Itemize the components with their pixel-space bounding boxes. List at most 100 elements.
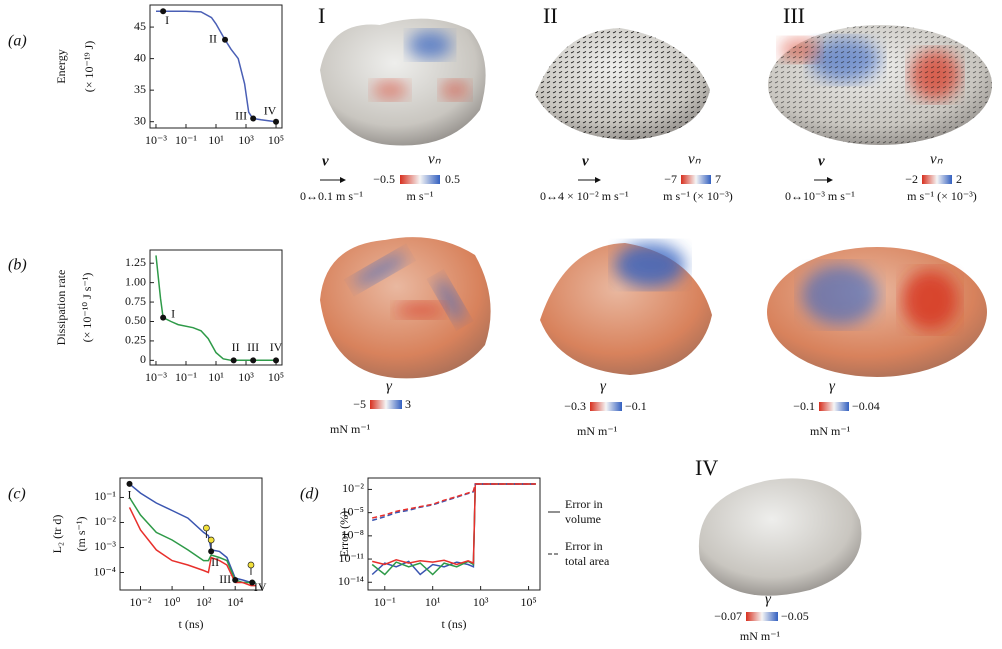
- point-label: II: [211, 555, 219, 569]
- colorbar-unit: mN m⁻¹: [810, 424, 851, 438]
- point: [273, 119, 279, 125]
- y-tick-label: 35: [134, 82, 146, 96]
- x-tick-label: 10⁻³: [145, 133, 167, 147]
- x-tick-label: 10⁻³: [145, 370, 167, 384]
- colorbar-max: −0.04: [852, 399, 880, 413]
- y-tick-label: 0.50: [125, 313, 146, 327]
- y-tick-label: 0.75: [125, 294, 146, 308]
- y-tick-label: 1.00: [125, 274, 146, 288]
- colorbar: [370, 400, 402, 409]
- colorbar-max: 3: [405, 397, 411, 411]
- plot-frame: [120, 478, 262, 590]
- y-tick-label: 1.25: [125, 255, 146, 269]
- y-tick-label: 10⁻²: [342, 481, 364, 495]
- y-tick-label: 10⁻¹⁴: [338, 574, 364, 588]
- colorbar-title: vₙ: [930, 151, 944, 167]
- shape-label: III: [783, 3, 805, 28]
- legend-label: Error in: [565, 539, 603, 553]
- shape-i-velocity: [320, 19, 486, 146]
- shape-i-tension: [320, 237, 491, 378]
- y-axis-label: (× 10⁻¹⁹ J): [82, 41, 96, 93]
- x-tick-label: 10⁻²: [130, 595, 152, 609]
- colorbar-unit: m s⁻¹ (× 10⁻³): [663, 189, 733, 203]
- colorbar-min: −5: [353, 397, 366, 411]
- y-tick-label: 30: [134, 113, 146, 127]
- point: [126, 481, 132, 487]
- colorbar-min: −0.3: [564, 399, 586, 413]
- shape-iii-velocity: [768, 25, 992, 145]
- point: [160, 315, 166, 321]
- line: [372, 484, 536, 565]
- point-label: I: [165, 13, 169, 27]
- marker: [208, 537, 214, 543]
- colorbar-max: −0.1: [625, 399, 647, 413]
- point-label: I: [171, 306, 175, 320]
- y-axis-label: Dissipation rate: [54, 270, 68, 346]
- colorbar: [590, 402, 622, 411]
- row-label: (c): [8, 486, 26, 503]
- y-tick-label: 10⁻²: [94, 514, 116, 528]
- marker: [248, 562, 254, 568]
- colorbar-max: −0.05: [781, 609, 809, 623]
- y-axis-label: Error (%): [337, 511, 351, 557]
- x-tick-label: 10¹: [425, 595, 441, 609]
- x-tick-label: 10⁴: [227, 595, 243, 609]
- point: [273, 357, 279, 363]
- colorbar-title: γ: [600, 378, 607, 394]
- row-label: (a): [8, 33, 27, 50]
- tension-legend: γ −5 3 mN m⁻¹ γ −0.3 −0.1 mN m⁻¹ γ −0.1 …: [330, 378, 880, 437]
- point-label: IV: [254, 580, 267, 594]
- point: [208, 548, 214, 554]
- x-tick-label: 10⁵: [520, 595, 536, 609]
- shape-label: I: [318, 3, 325, 28]
- point-label: I: [127, 488, 131, 502]
- colorbar-unit: mN m⁻¹: [577, 424, 618, 438]
- colorbar-min: −0.1: [793, 399, 815, 413]
- line: [130, 507, 256, 585]
- colorbar: [922, 175, 952, 184]
- point: [222, 37, 228, 43]
- y-axis-label: Energy: [54, 49, 68, 83]
- x-tick-label: 10³: [238, 370, 254, 384]
- point: [250, 116, 256, 122]
- arrow-scale: 0↔10⁻³ m s⁻¹: [785, 189, 855, 203]
- colorbar-title: vₙ: [428, 151, 442, 167]
- colorbar: [746, 612, 778, 621]
- colorbar-min: −2: [905, 172, 918, 186]
- tension-legend: γ −0.07 −0.05 mN m⁻¹: [714, 591, 809, 642]
- arrow-symbol: v: [322, 153, 329, 169]
- arrow-symbol: v: [582, 153, 589, 169]
- point-label: III: [219, 572, 231, 586]
- x-axis-label: t (ns): [179, 617, 204, 631]
- colorbar-unit: m s⁻¹ (× 10⁻³): [907, 189, 977, 203]
- colorbar-title: γ: [829, 378, 836, 394]
- x-tick-label: 10³: [473, 595, 489, 609]
- legend-label: total area: [565, 554, 610, 568]
- y-tick-label: 10⁻¹: [94, 489, 116, 503]
- y-axis-label: (× 10⁻¹⁰ J s⁻¹): [80, 273, 94, 343]
- point: [232, 577, 238, 583]
- colorbar-unit: m s⁻¹: [407, 189, 434, 203]
- x-tick-label: 10³: [238, 133, 254, 147]
- colorbar-unit: mN m⁻¹: [330, 422, 371, 436]
- shape-ii-tension: [540, 243, 712, 375]
- line: [130, 484, 256, 583]
- legend-label: volume: [565, 512, 601, 526]
- colorbar-min: −0.5: [373, 172, 395, 186]
- colorbar-max: 0.5: [445, 172, 460, 186]
- colorbar-unit: mN m⁻¹: [740, 629, 781, 643]
- velocity-legend: v 0↔0.1 m s⁻¹ vₙ −0.5 0.5 m s⁻¹ v 0↔4 × …: [300, 151, 977, 202]
- y-tick-label: 10⁻³: [94, 539, 116, 553]
- x-tick-label: 10¹: [208, 133, 224, 147]
- y-tick-label: 0: [140, 352, 146, 366]
- colorbar: [681, 175, 711, 184]
- point-label: III: [235, 108, 247, 122]
- shape-ii-velocity: [535, 28, 710, 140]
- colorbar-max: 7: [715, 172, 721, 186]
- point-label: IV: [264, 103, 277, 117]
- y-axis-label: L₂ (tr d): [50, 515, 64, 554]
- figure: (a) (b) (c) (d) I II III v 0↔0.1 m s⁻¹ v…: [0, 0, 1002, 649]
- colorbar-title: γ: [386, 378, 393, 394]
- x-tick-label: 10⁰: [164, 595, 181, 609]
- point: [250, 357, 256, 363]
